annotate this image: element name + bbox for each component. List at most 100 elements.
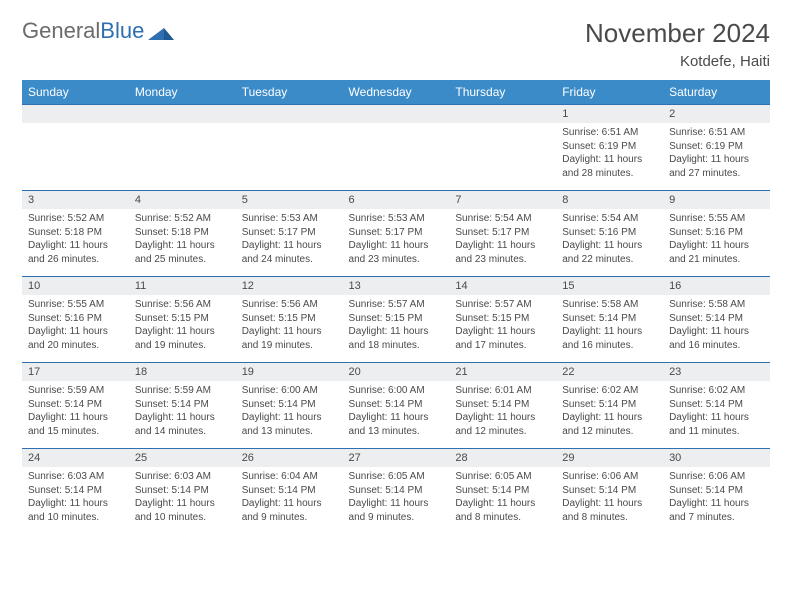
- detail-line: and 9 minutes.: [242, 511, 337, 525]
- detail-cell: Sunrise: 6:03 AMSunset: 5:14 PMDaylight:…: [129, 467, 236, 534]
- detail-line: Sunrise: 6:00 AM: [349, 384, 444, 398]
- detail-line: and 16 minutes.: [562, 339, 657, 353]
- detail-line: Sunrise: 5:57 AM: [349, 298, 444, 312]
- detail-line: and 9 minutes.: [349, 511, 444, 525]
- detail-line: and 14 minutes.: [135, 425, 230, 439]
- daynum-cell: 21: [449, 363, 556, 382]
- detail-cell: [129, 123, 236, 191]
- detail-row: Sunrise: 6:51 AMSunset: 6:19 PMDaylight:…: [22, 123, 770, 191]
- detail-line: Sunset: 5:14 PM: [135, 484, 230, 498]
- detail-cell: Sunrise: 6:05 AMSunset: 5:14 PMDaylight:…: [343, 467, 450, 534]
- daynum-cell: [343, 105, 450, 124]
- detail-line: and 13 minutes.: [242, 425, 337, 439]
- detail-line: Sunset: 5:14 PM: [562, 398, 657, 412]
- detail-line: Sunrise: 5:53 AM: [242, 212, 337, 226]
- detail-line: Daylight: 11 hours: [135, 325, 230, 339]
- detail-cell: Sunrise: 5:52 AMSunset: 5:18 PMDaylight:…: [22, 209, 129, 277]
- detail-row: Sunrise: 5:55 AMSunset: 5:16 PMDaylight:…: [22, 295, 770, 363]
- detail-line: and 8 minutes.: [562, 511, 657, 525]
- detail-line: Sunrise: 6:51 AM: [669, 126, 764, 140]
- daynum-cell: 22: [556, 363, 663, 382]
- daynum-cell: 14: [449, 277, 556, 296]
- detail-line: Sunset: 5:17 PM: [349, 226, 444, 240]
- location: Kotdefe, Haiti: [585, 53, 770, 70]
- detail-line: Daylight: 11 hours: [242, 239, 337, 253]
- daynum-cell: 4: [129, 191, 236, 210]
- detail-line: Sunset: 5:15 PM: [135, 312, 230, 326]
- detail-line: Sunset: 5:14 PM: [28, 398, 123, 412]
- detail-line: Sunset: 5:14 PM: [562, 312, 657, 326]
- detail-cell: Sunrise: 6:06 AMSunset: 5:14 PMDaylight:…: [663, 467, 770, 534]
- detail-line: Sunrise: 6:05 AM: [349, 470, 444, 484]
- detail-line: Sunset: 5:14 PM: [349, 398, 444, 412]
- detail-line: Sunrise: 5:54 AM: [455, 212, 550, 226]
- detail-line: Daylight: 11 hours: [28, 239, 123, 253]
- logo-text-1: General: [22, 18, 100, 44]
- detail-line: Sunrise: 5:57 AM: [455, 298, 550, 312]
- logo-text-2: Blue: [100, 18, 144, 44]
- detail-line: Daylight: 11 hours: [562, 153, 657, 167]
- month-title: November 2024: [585, 18, 770, 49]
- daynum-cell: 3: [22, 191, 129, 210]
- detail-cell: Sunrise: 5:52 AMSunset: 5:18 PMDaylight:…: [129, 209, 236, 277]
- detail-line: and 17 minutes.: [455, 339, 550, 353]
- detail-line: Daylight: 11 hours: [455, 411, 550, 425]
- daynum-cell: 13: [343, 277, 450, 296]
- daynum-cell: [22, 105, 129, 124]
- detail-cell: [449, 123, 556, 191]
- detail-line: Sunrise: 5:52 AM: [135, 212, 230, 226]
- daynum-cell: 19: [236, 363, 343, 382]
- daynum-cell: 12: [236, 277, 343, 296]
- detail-line: Sunset: 5:17 PM: [242, 226, 337, 240]
- detail-line: Sunrise: 5:59 AM: [28, 384, 123, 398]
- dow-cell: Friday: [556, 80, 663, 105]
- calendar-table: Sunday Monday Tuesday Wednesday Thursday…: [22, 80, 770, 534]
- detail-line: Sunset: 6:19 PM: [669, 140, 764, 154]
- detail-line: Sunset: 5:14 PM: [135, 398, 230, 412]
- detail-line: Daylight: 11 hours: [669, 153, 764, 167]
- detail-line: Sunset: 5:14 PM: [28, 484, 123, 498]
- daynum-cell: 15: [556, 277, 663, 296]
- detail-line: Sunset: 5:17 PM: [455, 226, 550, 240]
- detail-line: Daylight: 11 hours: [28, 497, 123, 511]
- detail-cell: Sunrise: 6:04 AMSunset: 5:14 PMDaylight:…: [236, 467, 343, 534]
- detail-cell: Sunrise: 6:06 AMSunset: 5:14 PMDaylight:…: [556, 467, 663, 534]
- detail-line: Sunset: 6:19 PM: [562, 140, 657, 154]
- detail-row: Sunrise: 5:59 AMSunset: 5:14 PMDaylight:…: [22, 381, 770, 449]
- detail-cell: Sunrise: 5:53 AMSunset: 5:17 PMDaylight:…: [236, 209, 343, 277]
- detail-line: and 26 minutes.: [28, 253, 123, 267]
- detail-line: Sunset: 5:16 PM: [669, 226, 764, 240]
- detail-line: and 16 minutes.: [669, 339, 764, 353]
- detail-line: Sunset: 5:14 PM: [242, 398, 337, 412]
- detail-line: Daylight: 11 hours: [455, 497, 550, 511]
- detail-cell: Sunrise: 5:58 AMSunset: 5:14 PMDaylight:…: [663, 295, 770, 363]
- daynum-cell: 26: [236, 449, 343, 468]
- detail-line: and 11 minutes.: [669, 425, 764, 439]
- detail-cell: Sunrise: 6:02 AMSunset: 5:14 PMDaylight:…: [556, 381, 663, 449]
- detail-line: Daylight: 11 hours: [455, 325, 550, 339]
- detail-line: Sunrise: 6:04 AM: [242, 470, 337, 484]
- daynum-cell: 5: [236, 191, 343, 210]
- detail-line: Daylight: 11 hours: [135, 239, 230, 253]
- detail-cell: Sunrise: 6:02 AMSunset: 5:14 PMDaylight:…: [663, 381, 770, 449]
- detail-line: Daylight: 11 hours: [669, 325, 764, 339]
- daynum-cell: 16: [663, 277, 770, 296]
- detail-cell: Sunrise: 5:57 AMSunset: 5:15 PMDaylight:…: [449, 295, 556, 363]
- detail-line: Sunset: 5:14 PM: [669, 398, 764, 412]
- detail-line: Sunset: 5:18 PM: [135, 226, 230, 240]
- detail-line: and 20 minutes.: [28, 339, 123, 353]
- detail-line: Sunrise: 6:05 AM: [455, 470, 550, 484]
- detail-line: Daylight: 11 hours: [349, 497, 444, 511]
- detail-cell: Sunrise: 5:56 AMSunset: 5:15 PMDaylight:…: [129, 295, 236, 363]
- daynum-row: 24252627282930: [22, 449, 770, 468]
- detail-line: Sunset: 5:14 PM: [562, 484, 657, 498]
- detail-cell: Sunrise: 6:05 AMSunset: 5:14 PMDaylight:…: [449, 467, 556, 534]
- detail-line: Sunset: 5:14 PM: [242, 484, 337, 498]
- daynum-cell: 27: [343, 449, 450, 468]
- detail-line: Sunset: 5:15 PM: [455, 312, 550, 326]
- daynum-cell: 30: [663, 449, 770, 468]
- daynum-cell: 17: [22, 363, 129, 382]
- daynum-row: 10111213141516: [22, 277, 770, 296]
- daynum-cell: 28: [449, 449, 556, 468]
- detail-line: Daylight: 11 hours: [562, 411, 657, 425]
